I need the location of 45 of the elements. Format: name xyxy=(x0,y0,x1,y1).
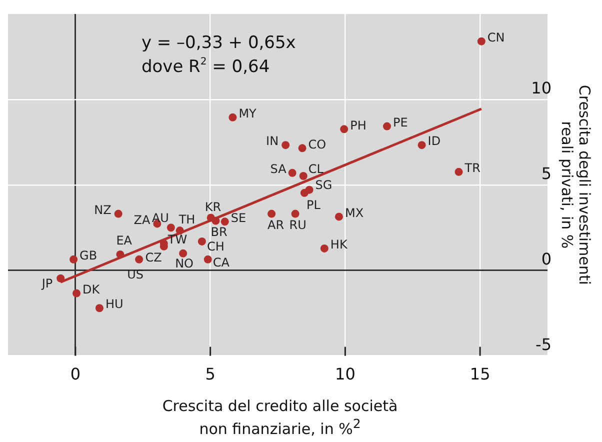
series-label: EA xyxy=(116,234,133,248)
series-label: CO xyxy=(308,137,326,152)
series-label: CN xyxy=(487,30,505,44)
series-label: IN xyxy=(266,134,279,148)
x-tick-label: 5 xyxy=(205,364,216,384)
series-label: ID xyxy=(428,134,441,148)
series-label: TW xyxy=(166,232,188,247)
series-label: NZ xyxy=(94,202,112,217)
series-label: ZA xyxy=(134,212,151,227)
x-tick-label: 0 xyxy=(70,364,81,384)
series-label: AU xyxy=(152,210,169,225)
series-label: DK xyxy=(82,282,101,296)
series-label: RU xyxy=(289,218,306,232)
series-label: SA xyxy=(270,162,288,176)
x-tick-label: 15 xyxy=(470,364,490,384)
y-axis-title: Crescita degli investimenti reali privati, in % xyxy=(558,84,594,285)
series-label: TR xyxy=(464,161,480,176)
series-label: HK xyxy=(330,238,348,252)
series-label: CH xyxy=(206,240,224,254)
series-label: MY xyxy=(238,106,258,121)
series-label: TH xyxy=(178,212,196,227)
series-label: MX xyxy=(344,206,364,220)
y-tick-label: 0 xyxy=(541,250,552,269)
series-label: JP xyxy=(40,276,53,291)
series-label: KR xyxy=(204,200,222,214)
x-tick-label: 10 xyxy=(335,364,356,384)
annotation: y = –0,33 + 0,65x xyxy=(141,33,296,53)
y-tick-label: 5 xyxy=(541,164,552,184)
series-label: CL xyxy=(308,162,324,176)
series-label: AR xyxy=(268,218,284,232)
series-label: NO xyxy=(175,256,194,271)
series-label: US xyxy=(127,268,144,282)
y-tick-label: -5 xyxy=(536,334,552,354)
series-label: PL xyxy=(306,198,321,212)
series-label: PH xyxy=(350,118,366,132)
series-label: CA xyxy=(212,256,230,270)
series-label: CZ xyxy=(145,250,162,265)
x-axis-title: Crescita del credito alle società non finanziarie, in %$^{2}$ xyxy=(161,397,399,438)
series-label: PE xyxy=(393,115,408,130)
y-tick-label: 10 xyxy=(531,78,552,98)
series-label: SG xyxy=(315,178,332,192)
series-label: HU xyxy=(105,297,124,312)
series-label: GB xyxy=(80,248,98,263)
series-label: SE xyxy=(230,210,246,225)
series-label: BR xyxy=(210,224,228,239)
